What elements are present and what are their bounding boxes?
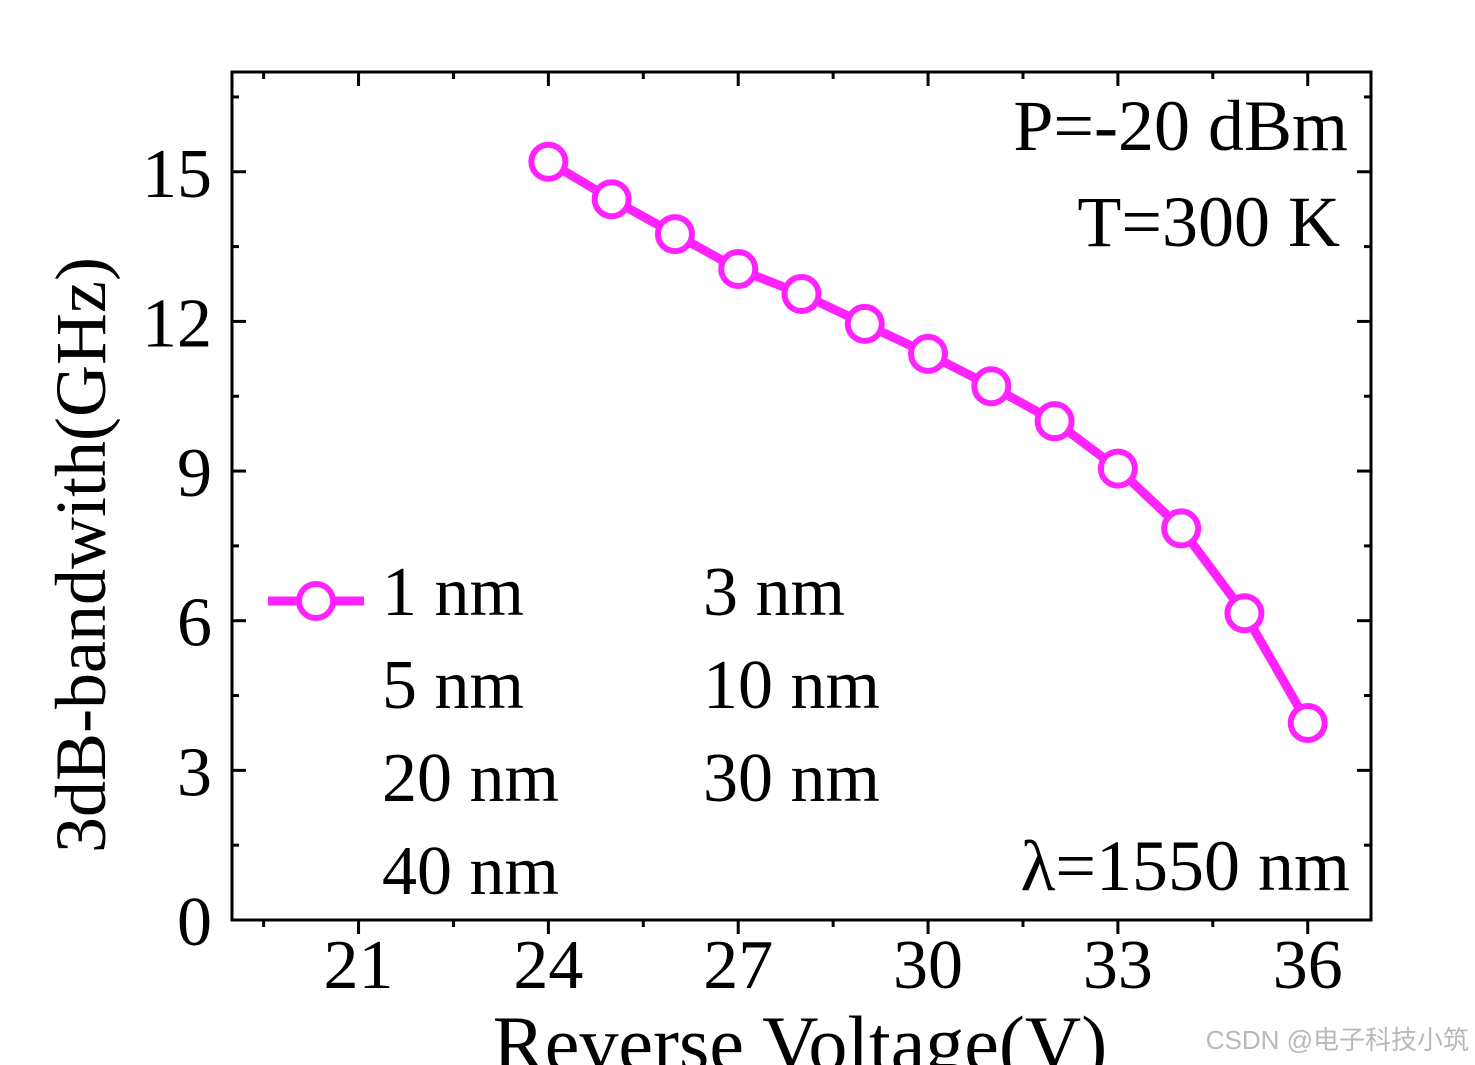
legend-entry: 40 nm — [382, 833, 559, 910]
data-point — [1097, 448, 1138, 489]
legend-entry: 1 nm — [382, 554, 524, 631]
x-tick-label: 33 — [1083, 927, 1153, 1004]
y-tick-label: 3 — [177, 734, 212, 811]
data-point — [591, 179, 632, 220]
y-tick-label: 9 — [177, 435, 212, 512]
x-tick-label: 30 — [893, 927, 963, 1004]
x-axis-label: Reverse Voltage(V) — [493, 1000, 1107, 1065]
data-point — [971, 366, 1012, 407]
y-tick-label: 15 — [142, 136, 212, 213]
x-tick-label: 36 — [1273, 927, 1343, 1004]
annotation-power: P=-20 dBm — [1013, 86, 1348, 166]
data-point — [908, 333, 949, 374]
x-tick-label: 21 — [324, 927, 394, 1004]
y-tick-label: 6 — [177, 585, 212, 662]
data-point — [1224, 593, 1265, 634]
data-series — [528, 141, 1328, 743]
legend-entry: 30 nm — [703, 740, 880, 817]
data-point — [1287, 702, 1328, 743]
plot-frame — [230, 70, 1373, 922]
y-tick-label: 12 — [142, 285, 212, 362]
legend: 1 nm 3 nm 5 nm 10 nm 20 nm 30 nm 40 nm — [268, 554, 880, 910]
x-tick-label: 24 — [513, 927, 583, 1004]
data-point — [1034, 401, 1075, 442]
data-point — [718, 249, 759, 290]
watermark: CSDN @电子科技小筑 — [1205, 1025, 1469, 1055]
data-point — [781, 273, 822, 314]
legend-entry: 5 nm — [382, 647, 524, 724]
y-tick-label: 0 — [177, 884, 212, 961]
annotation-temperature: T=300 K — [1077, 182, 1340, 262]
y-axis-label: 3dB-bandwith(GHz) — [41, 257, 121, 853]
legend-entry: 3 nm — [703, 554, 845, 631]
data-point — [1161, 508, 1202, 549]
legend-entry: 10 nm — [703, 647, 880, 724]
data-point — [654, 214, 695, 255]
legend-entry: 20 nm — [382, 740, 559, 817]
x-tick-label: 27 — [703, 927, 773, 1004]
data-point — [844, 303, 885, 344]
legend-marker — [296, 581, 336, 621]
annotation-wavelength: λ=1550 nm — [1020, 826, 1350, 906]
data-point — [528, 141, 569, 182]
